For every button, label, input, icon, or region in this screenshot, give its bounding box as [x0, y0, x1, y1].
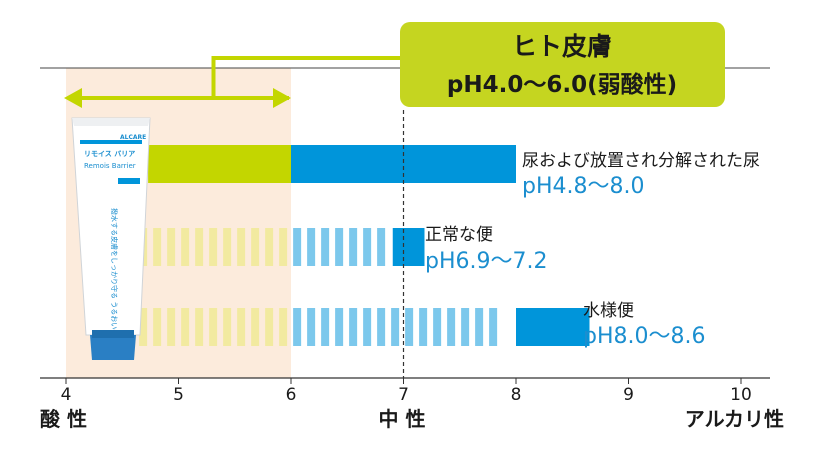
watery-stool-bar-segment [447, 308, 456, 346]
normal-stool-bar-segment [349, 228, 358, 266]
normal-stool-bar-segment [251, 228, 260, 266]
product-tube-image: ALCARE リモイス バリア Remois Barrier 撥水する皮膚をしっ… [71, 117, 151, 360]
watery-stool-bar-segment [363, 308, 372, 346]
normal-stool-bar-segment [363, 228, 372, 266]
watery-stool-bar-segment [475, 308, 484, 346]
series-range-watery-stool: pH8.0〜8.6 [583, 324, 705, 349]
watery-stool-bar-segment [419, 308, 428, 346]
watery-stool-bar-segment [391, 308, 400, 346]
series-range-normal-stool: pH6.9〜7.2 [425, 249, 547, 274]
axis-end-label-acid: 酸 性 [40, 407, 87, 431]
watery-stool-bar-segment [489, 308, 498, 346]
watery-stool-bar-segment [349, 308, 358, 346]
normal-stool-bar-segment [321, 228, 330, 266]
normal-stool-bar-end [392, 228, 425, 266]
product-brand-text: ALCARE [120, 134, 146, 141]
watery-stool-bar-segment [167, 308, 176, 346]
x-axis-tick-label: 9 [623, 385, 634, 405]
watery-stool-bar-segment [209, 308, 218, 346]
normal-stool-bar-segment [377, 228, 386, 266]
normal-stool-bar-segment [181, 228, 190, 266]
watery-stool-bar-segment [405, 308, 414, 346]
watery-stool-bar-segment [181, 308, 190, 346]
skin-callout: ヒト皮膚 pH4.0〜6.0(弱酸性) [400, 22, 725, 107]
normal-stool-bar-segment [195, 228, 204, 266]
watery-stool-bar-segment [433, 308, 442, 346]
watery-stool-bar-segment [265, 308, 274, 346]
watery-stool-bar-segment [251, 308, 260, 346]
axis-end-label-neutral: 中 性 [379, 407, 426, 431]
normal-stool-bar-segment [335, 228, 344, 266]
product-name-en-text: Remois Barrier [84, 162, 136, 170]
series-name-watery-stool: 水様便 [583, 301, 634, 321]
normal-stool-bar-segment [307, 228, 316, 266]
x-axis-tick-label: 4 [61, 385, 72, 405]
normal-stool-bar-segment [223, 228, 232, 266]
urine-bar-acid [150, 145, 291, 183]
normal-stool-bar-segment [237, 228, 246, 266]
watery-stool-bar-segment [321, 308, 330, 346]
series-name-urine: 尿および放置され分解された尿 [522, 151, 760, 171]
x-axis-tick-label: 6 [286, 385, 297, 405]
x-axis-tick-label: 8 [511, 385, 522, 405]
normal-stool-bar-segment [293, 228, 302, 266]
normal-stool-bar-segment [167, 228, 176, 266]
x-axis-tick-label: 5 [173, 385, 184, 405]
watery-stool-bar-end [516, 308, 590, 346]
series-name-normal-stool: 正常な便 [425, 225, 493, 245]
x-axis-tick-label: 10 [730, 385, 752, 405]
watery-stool-bar-segment [377, 308, 386, 346]
skin-callout-title: ヒト皮膚 [512, 32, 612, 61]
watery-stool-bar-segment [335, 308, 344, 346]
watery-stool-bar-segment [307, 308, 316, 346]
skin-range-arrow [64, 56, 400, 108]
skin-callout-range: pH4.0〜6.0(弱酸性) [447, 72, 677, 98]
product-tagline-text: 撥水する皮膚をしっかり守る うるおいのバリア [110, 208, 119, 357]
product-name-text: リモイス バリア [84, 150, 135, 158]
normal-stool-bar-segment [209, 228, 218, 266]
normal-stool-bar-segment [153, 228, 162, 266]
watery-stool-bar-segment [237, 308, 246, 346]
watery-stool-bar-segment [223, 308, 232, 346]
x-axis-ticks: 4 5 6 7 8 9 10 [61, 378, 752, 405]
normal-stool-bar-segment [265, 228, 274, 266]
x-axis-tick-label: 7 [398, 385, 409, 405]
series-range-urine: pH4.8〜8.0 [522, 174, 644, 199]
watery-stool-bar-segment [139, 308, 148, 346]
watery-stool-bar-segment [461, 308, 470, 346]
watery-stool-bar-segment [195, 308, 204, 346]
watery-stool-bar-segment [153, 308, 162, 346]
watery-stool-bar-segment [293, 308, 302, 346]
watery-stool-bar-segment [279, 308, 288, 346]
urine-bar-alkaline [291, 145, 516, 183]
axis-end-label-alkaline: アルカリ性 [685, 407, 784, 431]
normal-stool-bar-segment [279, 228, 288, 266]
